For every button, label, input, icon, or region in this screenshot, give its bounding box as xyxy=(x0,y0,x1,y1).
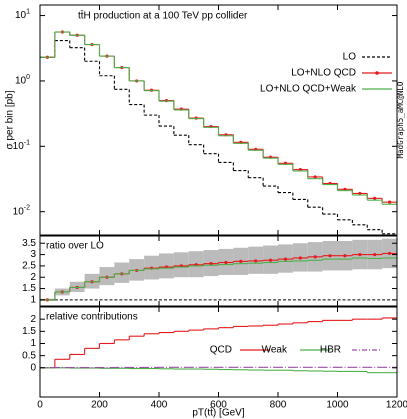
panel-title: relative contributions xyxy=(46,312,138,323)
panel-title: ratio over LO xyxy=(46,241,104,252)
point xyxy=(373,252,377,257)
side-note: MadGraph5_aMC@NLO xyxy=(396,81,405,158)
x-tick-label: 0 xyxy=(37,400,43,411)
point xyxy=(224,260,228,265)
point xyxy=(358,191,362,196)
legend-label: HBR xyxy=(320,345,341,356)
y-tick-label: 2 xyxy=(30,272,36,283)
y-tick-label: 100 xyxy=(15,74,30,87)
x-tick-label: 600 xyxy=(210,400,227,411)
legend-label: QCD xyxy=(210,345,232,356)
point xyxy=(343,254,347,258)
legend-label: LO+NLO QCD+Weak xyxy=(260,84,357,95)
y-tick-label: 3.5 xyxy=(22,238,36,249)
point xyxy=(209,262,213,266)
legend-label: LO+NLO QCD xyxy=(291,68,356,79)
legend-label: LO xyxy=(343,52,357,63)
point xyxy=(358,252,362,257)
y-tick-label: 10-2 xyxy=(13,205,30,218)
y-tick-label: 0.5 xyxy=(22,350,36,361)
plot-area xyxy=(40,317,397,374)
point xyxy=(313,255,317,259)
plot-area xyxy=(40,30,397,235)
step-connector xyxy=(54,32,383,203)
x-tick-label: 1200 xyxy=(386,400,407,411)
x-tick-label: 800 xyxy=(270,400,287,411)
point xyxy=(313,175,317,179)
point xyxy=(239,259,243,263)
point xyxy=(387,251,392,256)
chart-title: tt̄H production at a 100 TeV pp collider xyxy=(78,9,248,21)
x-tick-label: 400 xyxy=(151,400,168,411)
y-tick-label: 2.5 xyxy=(22,261,36,272)
point xyxy=(283,257,288,261)
step-connector xyxy=(54,40,383,234)
point xyxy=(268,258,273,262)
x-tick-label: 200 xyxy=(91,400,108,411)
y-axis-label: σ per bin [pb] xyxy=(5,90,16,149)
legend-point xyxy=(375,71,379,75)
x-axis-label: pT(tt̄) [GeV] xyxy=(192,406,244,418)
y-tick-label: 1.5 xyxy=(22,283,36,294)
point xyxy=(387,200,392,204)
step-connector xyxy=(54,32,383,205)
y-tick-label: 0 xyxy=(30,362,36,373)
frame xyxy=(39,4,398,236)
point xyxy=(373,196,377,200)
step-connector xyxy=(54,257,383,300)
y-tick-label: 2 xyxy=(30,314,36,325)
step-connector xyxy=(54,317,383,368)
x-tick-label: 1000 xyxy=(326,400,349,411)
y-tick-label: 101 xyxy=(15,8,30,21)
y-tick-label: 3 xyxy=(30,249,36,260)
legend-label: Weak xyxy=(262,345,288,356)
point xyxy=(254,259,258,263)
plot-area xyxy=(40,238,397,302)
y-tick-label: 1 xyxy=(30,295,36,306)
y-tick-label: 1 xyxy=(30,338,36,349)
point xyxy=(328,254,332,258)
point xyxy=(298,256,302,260)
y-tick-label: 1.5 xyxy=(22,326,36,337)
